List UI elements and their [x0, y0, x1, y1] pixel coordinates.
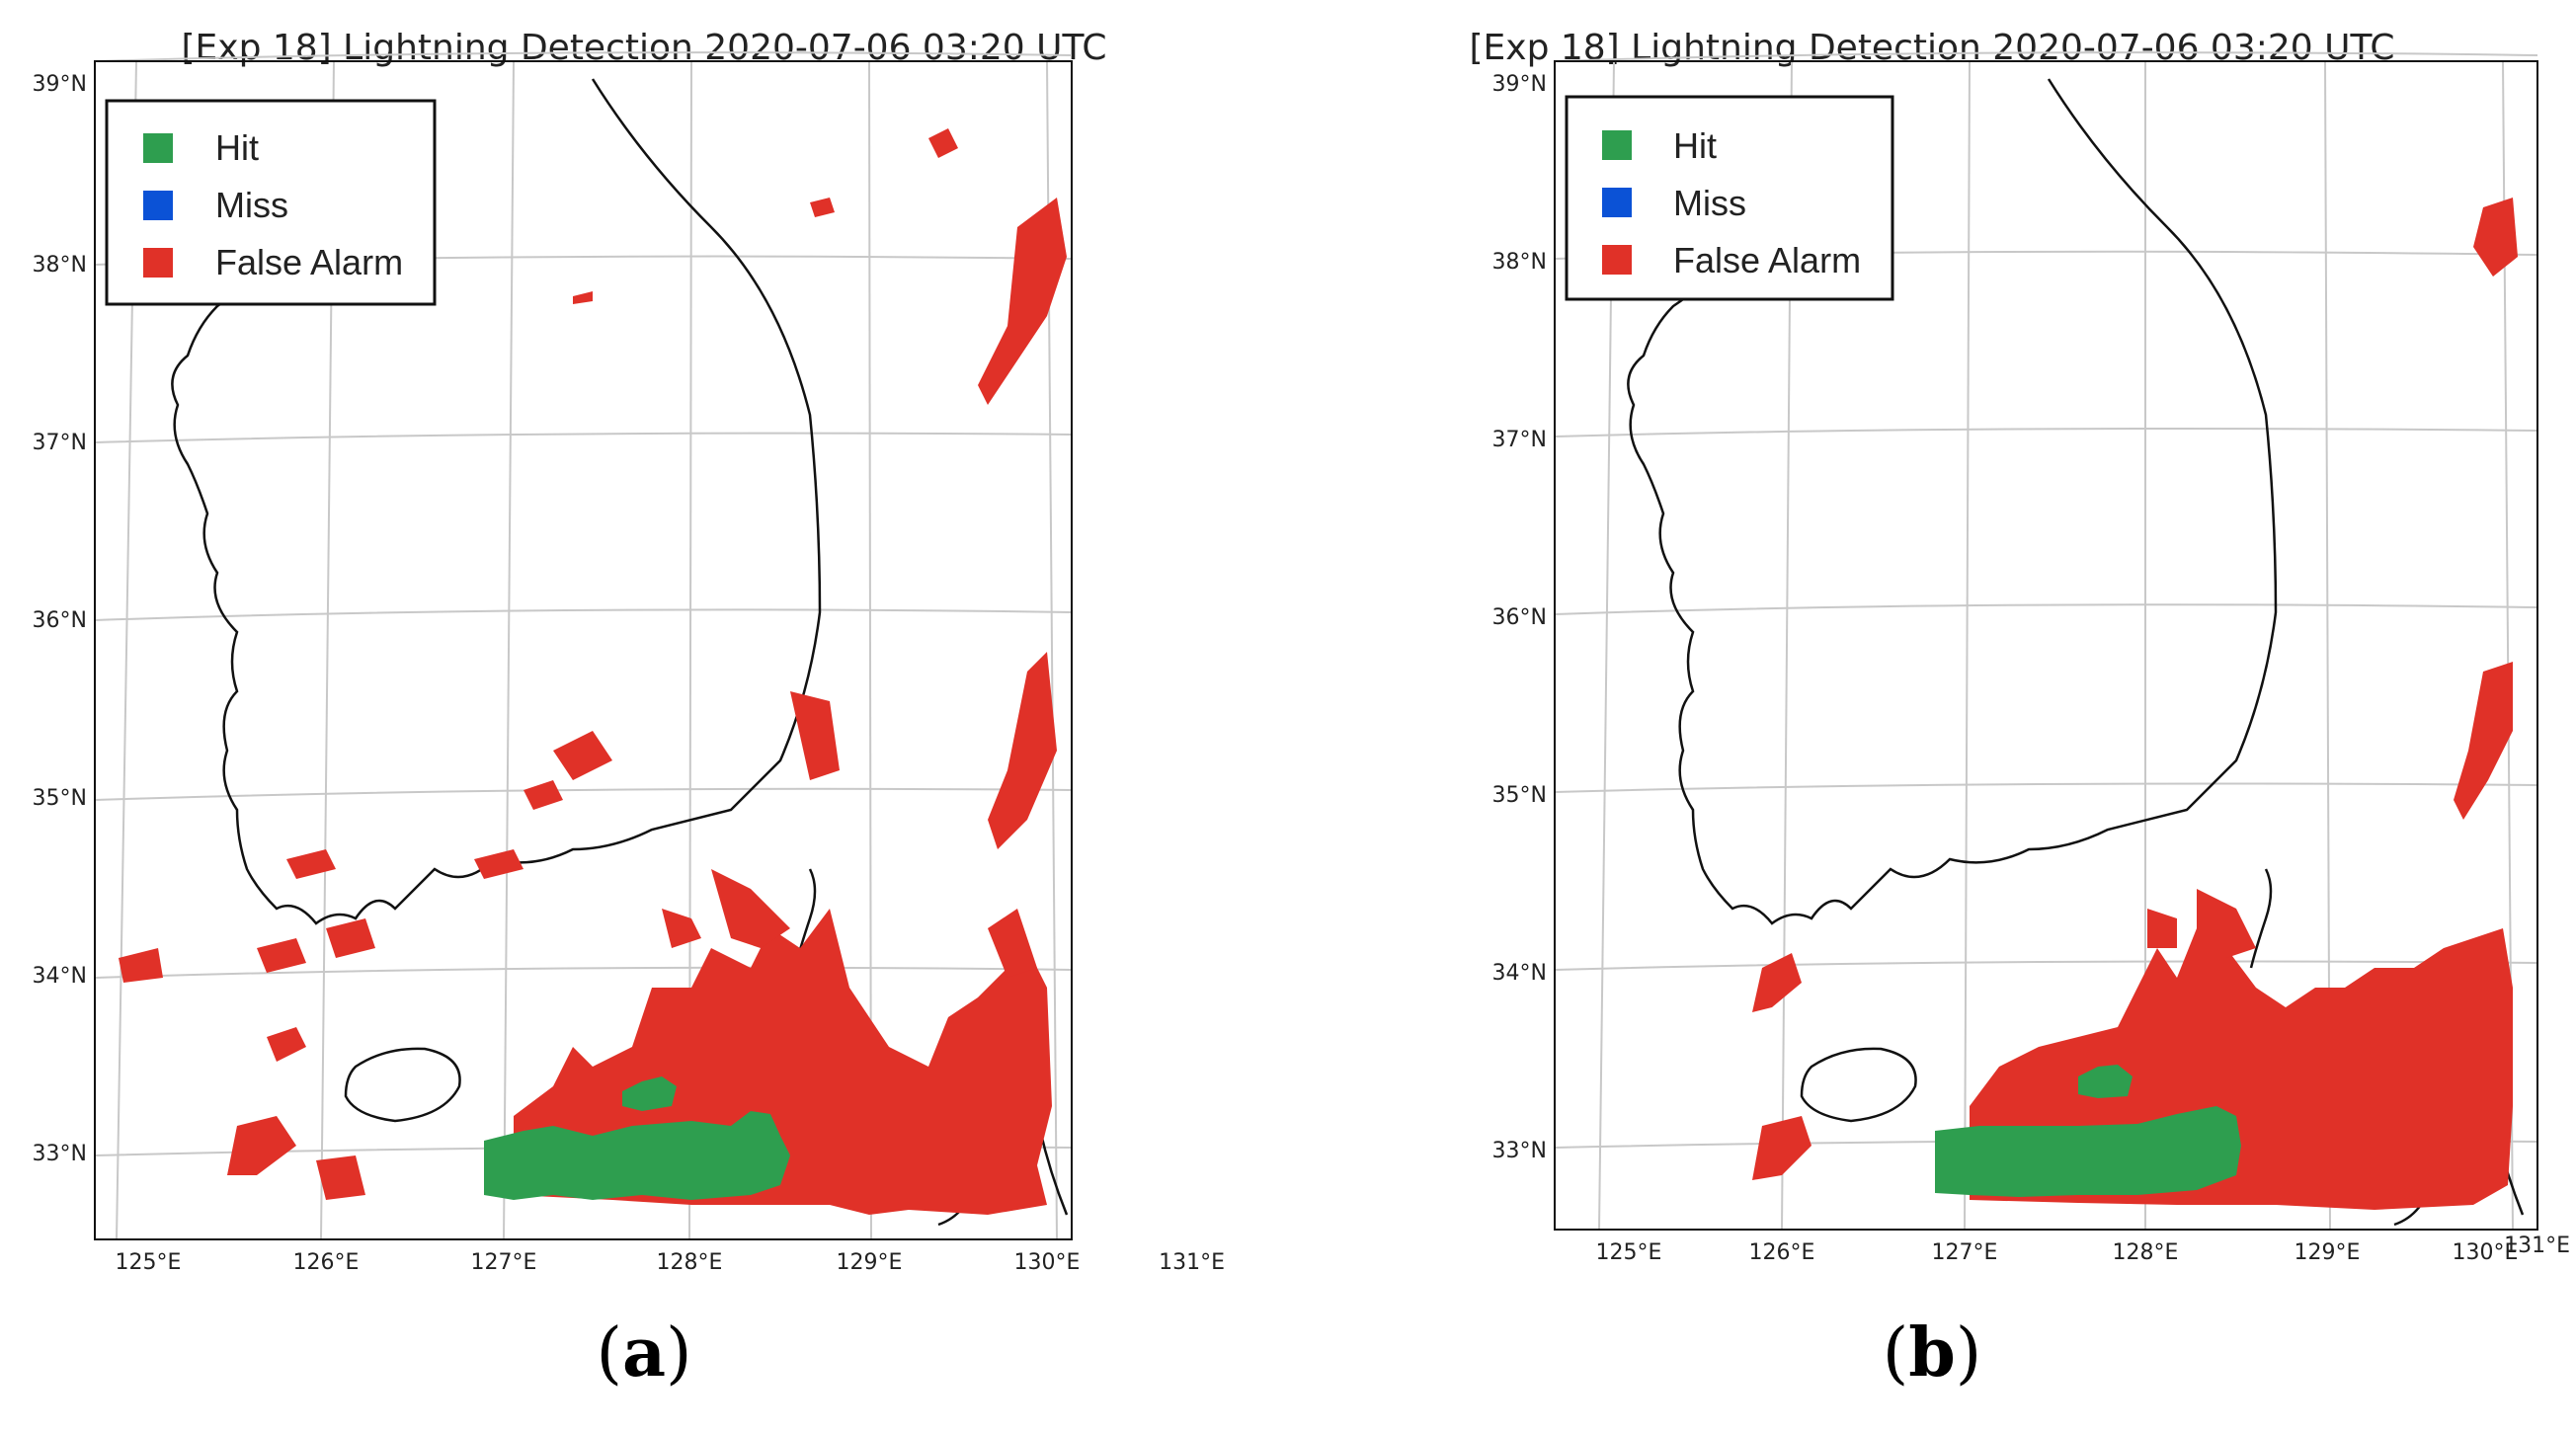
lat-tick-label: 37°N: [33, 431, 87, 455]
panel-label-b: (b): [1882, 1314, 1982, 1393]
lat-tick-label: 36°N: [1492, 605, 1547, 630]
lon-tick-label: 125°E: [1596, 1240, 1662, 1265]
panel-a: [Exp 18] Lightning Detection 2020-07-06 …: [33, 28, 1225, 1393]
legend-swatch-hit: [1602, 130, 1632, 160]
lon-tick-label: 128°E: [657, 1250, 723, 1275]
map-figure: 39°N 38°N 37°N 36°N 35°N 34°N 33°N 125°E…: [33, 51, 1225, 1275]
legend-label-false-alarm: False Alarm: [215, 242, 403, 282]
lat-tick-label: 36°N: [33, 608, 87, 633]
legend-swatch-false-alarm: [143, 248, 173, 278]
legend-swatch-miss: [1602, 188, 1632, 217]
lat-tick-label: 38°N: [33, 253, 87, 278]
map-frame: [94, 60, 1073, 1240]
lon-tick-label: 127°E: [471, 1250, 537, 1275]
lon-tick-label: 131°E: [1159, 1250, 1225, 1275]
panel-b: [Exp 18] Lightning Detection 2020-07-06 …: [1288, 0, 2576, 1433]
lat-tick-label: 35°N: [33, 786, 87, 811]
legend-label-miss: Miss: [215, 185, 288, 225]
lon-tick-label: 126°E: [1749, 1240, 1815, 1265]
panel-label-a: (a): [596, 1314, 692, 1393]
false-alarm-cells: [1752, 198, 2518, 1210]
lat-tick-label: 33°N: [1492, 1139, 1547, 1163]
map-frame: [1554, 60, 2538, 1231]
lat-tick-labels: 39°N 38°N 37°N 36°N 35°N 34°N 33°N: [1492, 72, 1547, 1163]
legend: Hit Miss False Alarm: [105, 99, 437, 306]
legend-swatch-miss: [143, 191, 173, 220]
lon-tick-label: 125°E: [116, 1250, 182, 1275]
lat-tick-label: 34°N: [33, 964, 87, 989]
lon-tick-labels: 125°E 126°E 127°E 128°E 129°E 130°E 131°…: [116, 1250, 1225, 1275]
lat-tick-label: 38°N: [1492, 250, 1547, 275]
lon-tick-label: 127°E: [1932, 1240, 1998, 1265]
hit-cells: [484, 1076, 790, 1200]
lon-tick-label: 126°E: [293, 1250, 360, 1275]
lon-tick-label: 130°E: [2453, 1240, 2519, 1265]
lat-tick-label: 39°N: [1492, 72, 1547, 97]
legend-swatch-false-alarm: [1602, 245, 1632, 275]
lon-tick-label: 129°E: [837, 1250, 903, 1275]
map-figure: 39°N 38°N 37°N 36°N 35°N 34°N 33°N 125°E…: [1492, 51, 2570, 1265]
legend-label-hit: Hit: [1673, 125, 1717, 166]
lat-tick-labels: 39°N 38°N 37°N 36°N 35°N 34°N 33°N: [33, 72, 87, 1166]
legend-label-miss: Miss: [1673, 183, 1746, 223]
lon-tick-labels: 125°E 126°E 127°E 128°E 129°E 130°E 131°…: [1596, 1234, 2570, 1265]
lat-tick-label: 35°N: [1492, 783, 1547, 808]
lon-tick-label: 131°E: [2504, 1234, 2570, 1258]
legend-swatch-hit: [143, 133, 173, 163]
lat-tick-label: 37°N: [1492, 428, 1547, 452]
lon-tick-label: 128°E: [2113, 1240, 2179, 1265]
legend: Hit Miss False Alarm: [1565, 95, 1894, 301]
legend-label-hit: Hit: [215, 127, 259, 168]
lat-tick-label: 39°N: [33, 72, 87, 97]
legend-label-false-alarm: False Alarm: [1673, 240, 1861, 280]
lon-tick-label: 130°E: [1014, 1250, 1081, 1275]
lat-tick-label: 34°N: [1492, 961, 1547, 986]
lat-tick-label: 33°N: [33, 1142, 87, 1166]
hit-cells: [1935, 1065, 2241, 1197]
lon-tick-label: 129°E: [2294, 1240, 2361, 1265]
